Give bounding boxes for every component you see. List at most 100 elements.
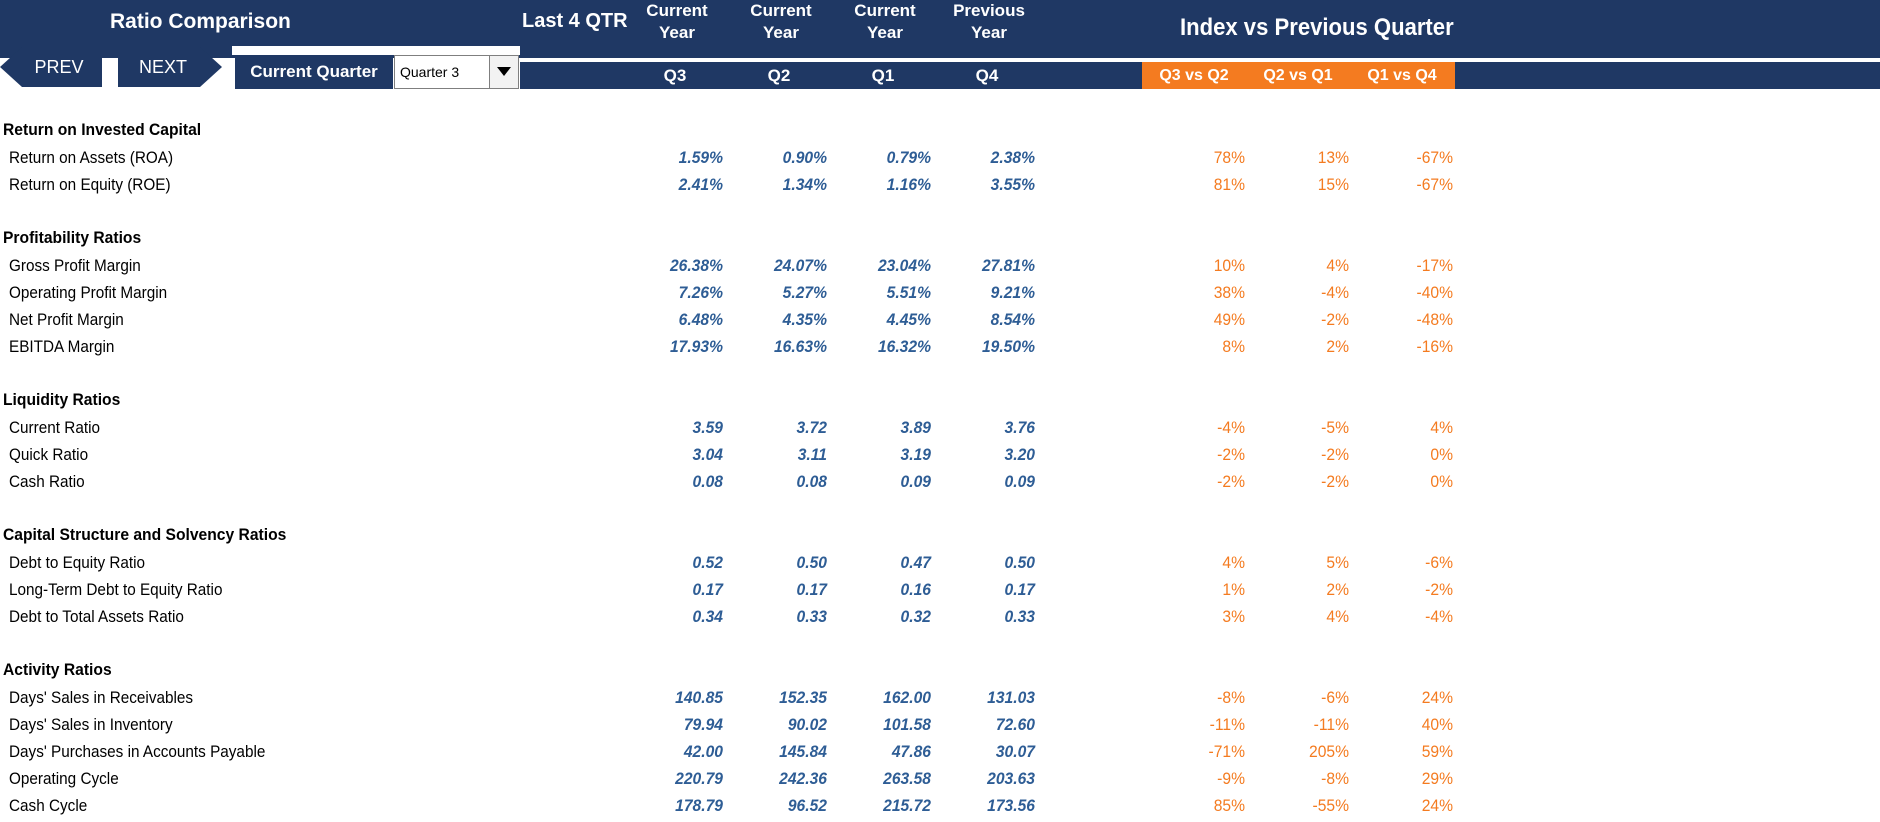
quarter-select[interactable]: Quarter 3	[394, 55, 519, 89]
index-q3-vs-q2: 3%	[1222, 607, 1245, 626]
index-q3-vs-q2: 78%	[1213, 148, 1245, 167]
value-q1: 162.00	[883, 688, 931, 707]
table-row: Return on Assets (ROA) 1.59% 0.90% 0.79%…	[0, 144, 1880, 171]
value-q4: 3.20	[1004, 445, 1035, 464]
value-q2: 90.02	[787, 715, 827, 734]
value-q3: 0.08	[692, 472, 723, 491]
value-q2: 1.34%	[782, 175, 827, 194]
value-q3: 2.41%	[678, 175, 723, 194]
value-q3: 3.04	[692, 445, 723, 464]
index-q1-vs-q4: -67%	[1416, 175, 1453, 194]
index-q2-vs-q1: 2%	[1326, 337, 1349, 356]
index-q2-vs-q1: 13%	[1317, 148, 1349, 167]
value-q1: 263.58	[883, 769, 931, 788]
value-q3: 1.59%	[678, 148, 723, 167]
value-q1: 3.19	[900, 445, 931, 464]
index-q3-vs-q2: 85%	[1213, 796, 1245, 815]
index-q3-vs-q2: -2%	[1217, 472, 1245, 491]
header-divider	[232, 46, 520, 55]
value-q2: 16.63%	[773, 337, 827, 356]
index-q3-vs-q2: -4%	[1217, 418, 1245, 437]
metric-label: Debt to Total Assets Ratio	[9, 607, 184, 626]
index-header-band	[1142, 62, 1455, 89]
index-q3-vs-q2: 4%	[1222, 553, 1245, 572]
value-q2: 96.52	[787, 796, 827, 815]
value-q4: 3.55%	[990, 175, 1035, 194]
table-row: Return on Equity (ROE) 2.41% 1.34% 1.16%…	[0, 171, 1880, 198]
index-q3-vs-q2: 1%	[1222, 580, 1245, 599]
value-q3: 140.85	[675, 688, 723, 707]
table-row: Cash Cycle 178.79 96.52 215.72 173.56 85…	[0, 792, 1880, 819]
dropdown-arrow-button[interactable]	[489, 56, 518, 88]
index-q2-vs-q1: -6%	[1321, 688, 1349, 707]
value-q1: 16.32%	[877, 337, 931, 356]
index-q2-vs-q1: -5%	[1321, 418, 1349, 437]
section-header-row: Return on Invested Capital	[0, 117, 1880, 144]
index-q1-vs-q4: -6%	[1425, 553, 1453, 572]
metric-label: Long-Term Debt to Equity Ratio	[9, 580, 223, 599]
value-q2: 0.50	[796, 553, 827, 572]
value-q1: 23.04%	[877, 256, 931, 275]
col-head-previous-year-q4: Previous Year	[953, 1, 1025, 42]
index-title: Index vs Previous Quarter	[1180, 14, 1454, 41]
index-q1-vs-q4: 24%	[1421, 688, 1453, 707]
metric-label: Days' Sales in Inventory	[9, 715, 173, 734]
value-q3: 26.38%	[669, 256, 723, 275]
index-q3-vs-q2: 10%	[1213, 256, 1245, 275]
table-row: EBITDA Margin 17.93% 16.63% 16.32% 19.50…	[0, 333, 1880, 360]
value-q1: 0.47	[900, 553, 931, 572]
value-q1: 47.86	[891, 742, 931, 761]
table-row: Days' Sales in Inventory 79.94 90.02 101…	[0, 711, 1880, 738]
index-q1-vs-q4: 0%	[1430, 472, 1453, 491]
table-row: Operating Profit Margin 7.26% 5.27% 5.51…	[0, 279, 1880, 306]
metric-label: Cash Cycle	[9, 796, 88, 815]
table-row: Gross Profit Margin 26.38% 24.07% 23.04%…	[0, 252, 1880, 279]
value-q2: 24.07%	[773, 256, 827, 275]
prev-button[interactable]: PREV	[0, 47, 102, 87]
value-q3: 7.26%	[678, 283, 723, 302]
value-q1: 0.32	[900, 607, 931, 626]
value-q2: 3.72	[796, 418, 827, 437]
section-title: Profitability Ratios	[3, 228, 142, 247]
col-head-current-year-q3: Current Year	[646, 1, 708, 42]
metric-label: Debt to Equity Ratio	[9, 553, 146, 572]
section-title: Liquidity Ratios	[3, 390, 121, 409]
value-q2: 145.84	[779, 742, 827, 761]
page-title: Ratio Comparison	[110, 10, 291, 33]
index-q1-vs-q4: -4%	[1425, 607, 1453, 626]
index-q2-vs-q1: 2%	[1326, 580, 1349, 599]
value-q2: 0.90%	[782, 148, 827, 167]
table-row: Days' Purchases in Accounts Payable 42.0…	[0, 738, 1880, 765]
value-q3: 220.79	[675, 769, 723, 788]
index-q1-vs-q4: -67%	[1416, 148, 1453, 167]
value-q1: 1.16%	[886, 175, 931, 194]
section-header-row: Capital Structure and Solvency Ratios	[0, 522, 1880, 549]
index-q1-vs-q4: -16%	[1416, 337, 1453, 356]
value-q2: 5.27%	[782, 283, 827, 302]
index-q2-vs-q1: -2%	[1321, 310, 1349, 329]
value-q3: 42.00	[683, 742, 723, 761]
value-q4: 8.54%	[990, 310, 1035, 329]
value-q4: 19.50%	[981, 337, 1035, 356]
value-q4: 0.50	[1004, 553, 1035, 572]
value-q1: 0.16	[900, 580, 931, 599]
table-row: Debt to Equity Ratio 0.52 0.50 0.47 0.50…	[0, 549, 1880, 576]
value-q4: 9.21%	[990, 283, 1035, 302]
index-q2-vs-q1: -11%	[1313, 715, 1349, 734]
value-q4: 131.03	[987, 688, 1035, 707]
value-q2: 3.11	[797, 445, 827, 464]
value-q4: 30.07	[995, 742, 1035, 761]
chevron-down-icon	[497, 67, 511, 76]
value-q1: 5.51%	[886, 283, 931, 302]
index-q2-vs-q1: -55%	[1312, 796, 1349, 815]
index-q3-vs-q2: -11%	[1209, 715, 1245, 734]
index-q2-vs-q1: 15%	[1317, 175, 1349, 194]
value-q4: 0.17	[1004, 580, 1035, 599]
metric-label: Days' Sales in Receivables	[9, 688, 194, 707]
value-q4: 72.60	[995, 715, 1035, 734]
value-q2: 0.08	[796, 472, 827, 491]
next-button[interactable]: NEXT	[118, 47, 222, 87]
last-4-qtr-label: Last 4 QTR	[522, 10, 628, 32]
index-q1-vs-q4: 4%	[1430, 418, 1453, 437]
col-head-current-year-q1: Current Year	[854, 1, 916, 42]
